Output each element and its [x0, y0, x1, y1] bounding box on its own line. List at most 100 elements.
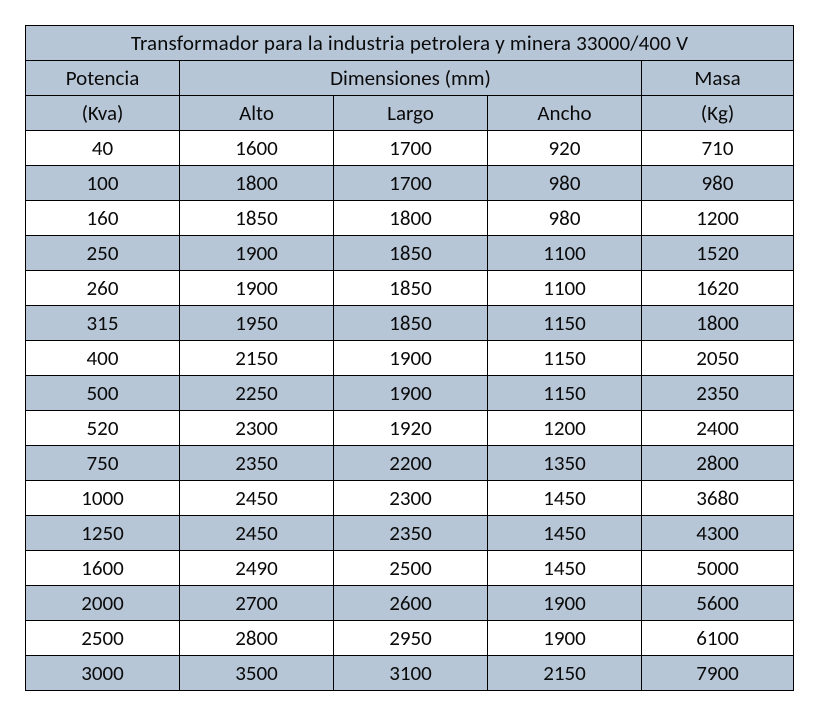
cell-alto: 3500	[180, 656, 334, 691]
cell-ancho: 1100	[488, 271, 642, 306]
cell-largo: 1850	[334, 306, 488, 341]
cell-ancho: 1150	[488, 341, 642, 376]
cell-masa: 980	[642, 166, 794, 201]
cell-potencia: 1000	[26, 481, 180, 516]
cell-ancho: 1900	[488, 586, 642, 621]
cell-ancho: 920	[488, 131, 642, 166]
cell-masa: 2050	[642, 341, 794, 376]
col-header-masa-top: Masa	[642, 61, 794, 96]
transformer-table: Transformador para la industria petroler…	[25, 25, 794, 691]
cell-potencia: 2500	[26, 621, 180, 656]
cell-ancho: 1900	[488, 621, 642, 656]
cell-ancho: 980	[488, 201, 642, 236]
col-header-masa-bot: (Kg)	[642, 96, 794, 131]
cell-ancho: 1200	[488, 411, 642, 446]
cell-masa: 3680	[642, 481, 794, 516]
table-row: 2501900185011001520	[26, 236, 794, 271]
cell-ancho: 980	[488, 166, 642, 201]
table-body: 4016001700920710100180017009809801601850…	[26, 131, 794, 691]
cell-alto: 2800	[180, 621, 334, 656]
cell-ancho: 1450	[488, 551, 642, 586]
col-header-dimensiones: Dimensiones (mm)	[180, 61, 642, 96]
cell-alto: 2700	[180, 586, 334, 621]
col-header-largo: Largo	[334, 96, 488, 131]
col-header-potencia-bot: (Kva)	[26, 96, 180, 131]
table-row: 10002450230014503680	[26, 481, 794, 516]
cell-masa: 2400	[642, 411, 794, 446]
cell-masa: 5000	[642, 551, 794, 586]
cell-potencia: 400	[26, 341, 180, 376]
cell-largo: 2350	[334, 516, 488, 551]
col-header-alto: Alto	[180, 96, 334, 131]
table-row: 4002150190011502050	[26, 341, 794, 376]
cell-masa: 710	[642, 131, 794, 166]
cell-largo: 1700	[334, 131, 488, 166]
table-row: 7502350220013502800	[26, 446, 794, 481]
cell-ancho: 1450	[488, 516, 642, 551]
cell-ancho: 2150	[488, 656, 642, 691]
cell-masa: 4300	[642, 516, 794, 551]
cell-potencia: 3000	[26, 656, 180, 691]
table-row: 16002490250014505000	[26, 551, 794, 586]
cell-largo: 2500	[334, 551, 488, 586]
cell-potencia: 40	[26, 131, 180, 166]
cell-potencia: 500	[26, 376, 180, 411]
cell-alto: 2450	[180, 481, 334, 516]
cell-potencia: 100	[26, 166, 180, 201]
table-row: 25002800295019006100	[26, 621, 794, 656]
cell-alto: 1900	[180, 271, 334, 306]
cell-alto: 1900	[180, 236, 334, 271]
cell-potencia: 2000	[26, 586, 180, 621]
cell-masa: 1200	[642, 201, 794, 236]
cell-potencia: 1250	[26, 516, 180, 551]
cell-alto: 1950	[180, 306, 334, 341]
table-row: 30003500310021507900	[26, 656, 794, 691]
cell-ancho: 1150	[488, 306, 642, 341]
cell-masa: 6100	[642, 621, 794, 656]
cell-masa: 2800	[642, 446, 794, 481]
cell-alto: 2450	[180, 516, 334, 551]
cell-largo: 1700	[334, 166, 488, 201]
cell-largo: 2300	[334, 481, 488, 516]
table-row: 3151950185011501800	[26, 306, 794, 341]
table-row: 20002700260019005600	[26, 586, 794, 621]
col-header-potencia-top: Potencia	[26, 61, 180, 96]
cell-alto: 1850	[180, 201, 334, 236]
cell-masa: 5600	[642, 586, 794, 621]
cell-potencia: 260	[26, 271, 180, 306]
cell-largo: 1900	[334, 376, 488, 411]
cell-potencia: 1600	[26, 551, 180, 586]
cell-alto: 1600	[180, 131, 334, 166]
cell-largo: 2950	[334, 621, 488, 656]
cell-potencia: 160	[26, 201, 180, 236]
cell-largo: 1920	[334, 411, 488, 446]
cell-alto: 2300	[180, 411, 334, 446]
cell-alto: 2350	[180, 446, 334, 481]
cell-ancho: 1100	[488, 236, 642, 271]
cell-potencia: 750	[26, 446, 180, 481]
cell-ancho: 1150	[488, 376, 642, 411]
table-row: 10018001700980980	[26, 166, 794, 201]
cell-largo: 1850	[334, 236, 488, 271]
table-row: 2601900185011001620	[26, 271, 794, 306]
cell-masa: 7900	[642, 656, 794, 691]
cell-alto: 2250	[180, 376, 334, 411]
cell-largo: 3100	[334, 656, 488, 691]
table-row: 5202300192012002400	[26, 411, 794, 446]
cell-potencia: 520	[26, 411, 180, 446]
cell-ancho: 1450	[488, 481, 642, 516]
cell-alto: 1800	[180, 166, 334, 201]
table-row: 160185018009801200	[26, 201, 794, 236]
cell-masa: 2350	[642, 376, 794, 411]
cell-masa: 1520	[642, 236, 794, 271]
cell-masa: 1800	[642, 306, 794, 341]
cell-potencia: 315	[26, 306, 180, 341]
cell-alto: 2490	[180, 551, 334, 586]
cell-largo: 1800	[334, 201, 488, 236]
cell-masa: 1620	[642, 271, 794, 306]
table-row: 5002250190011502350	[26, 376, 794, 411]
table-row: 12502450235014504300	[26, 516, 794, 551]
table-title: Transformador para la industria petroler…	[26, 26, 794, 61]
cell-largo: 2200	[334, 446, 488, 481]
cell-potencia: 250	[26, 236, 180, 271]
